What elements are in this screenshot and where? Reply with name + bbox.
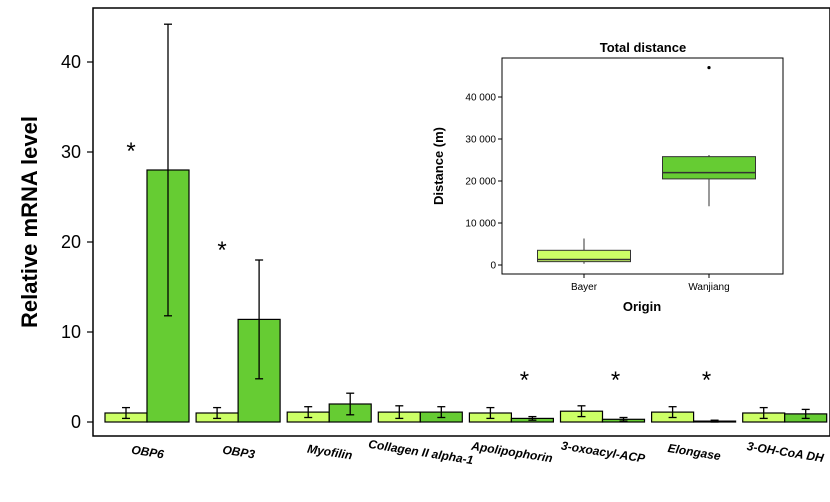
category-label: OBP3: [221, 443, 256, 462]
y-axis-ticks: 0 10 20 30 40: [61, 52, 93, 432]
inset-y-tick-label: 20 000: [465, 177, 496, 188]
significance-star: *: [126, 138, 135, 165]
box: [662, 156, 756, 180]
significance-markers: * * * * *: [126, 138, 711, 394]
significance-star: *: [520, 367, 529, 394]
main-plot-area: [92, 7, 830, 437]
inset-y-tick-label: 30 000: [465, 135, 496, 146]
inset-y-axis-label: Distance (m): [431, 127, 446, 205]
inset-x-ticks: Bayer Wanjiang: [571, 274, 730, 293]
significance-star: *: [611, 367, 620, 394]
error-bars: [122, 23, 810, 423]
inset-background: [418, 36, 784, 328]
inset-x-tick-label: Wanjiang: [688, 282, 729, 293]
inset-title: Total distance: [600, 40, 686, 55]
y-tick-label: 40: [61, 52, 81, 72]
category-label: Elongase: [667, 441, 722, 463]
inset-x-axis-label: Origin: [623, 299, 661, 314]
inset-y-tick-label: 10 000: [465, 219, 496, 230]
main-plot-frame: [92, 7, 830, 437]
inset-plot-frame: [501, 57, 784, 275]
inset-y-tick-label: 40 000: [465, 93, 496, 104]
y-tick-label: 10: [61, 322, 81, 342]
category-label: 3-OH-CoA DH: [746, 439, 825, 465]
y-tick-label: 0: [71, 412, 81, 432]
category-label: Myofilin: [306, 442, 353, 463]
inset-x-tick-label: Bayer: [571, 282, 598, 293]
category-label: Apolipophorin: [469, 439, 553, 466]
y-axis-label: Relative mRNA level: [17, 116, 42, 328]
inset-y-tick-label: 0: [490, 261, 496, 272]
category-label: Collagen II alpha-1: [367, 437, 474, 467]
significance-star: *: [702, 367, 711, 394]
inset-y-ticks: 0 10 000 20 000 30 000 40 000: [465, 93, 502, 272]
inset-boxplot: Total distance 0 10 000 20 000 30 000 40 000…: [418, 36, 784, 328]
box: [537, 249, 631, 263]
category-label: 3-oxoacyl-ACP: [560, 439, 647, 466]
inset-boxes: [537, 66, 756, 264]
y-tick-label: 20: [61, 232, 81, 252]
outlier-point: [707, 66, 711, 70]
category-labels: OBP6 OBP3 Myofilin Collagen II alpha-1Apoli…: [130, 437, 825, 467]
category-label: OBP6: [130, 443, 165, 462]
y-tick-label: 30: [61, 142, 81, 162]
significance-star: *: [217, 237, 226, 264]
